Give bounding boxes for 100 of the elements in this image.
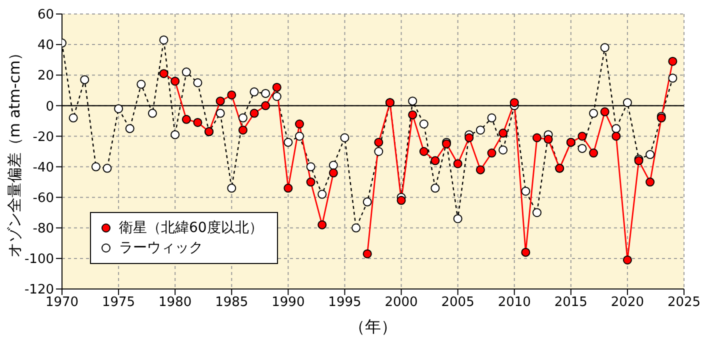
point: [476, 165, 485, 174]
point: [148, 108, 157, 118]
x-tick-label: 2025: [667, 295, 701, 310]
y-tick-label: 60: [37, 8, 54, 23]
point: [600, 43, 610, 52]
point: [362, 249, 372, 258]
point: [668, 74, 678, 83]
point: [374, 147, 384, 156]
point: [646, 178, 655, 187]
point: [182, 68, 191, 77]
point: [294, 132, 304, 141]
point: [646, 150, 655, 160]
point: [272, 92, 282, 101]
point: [498, 128, 508, 138]
point: [261, 101, 270, 110]
y-tick-label: -80: [32, 222, 54, 237]
point: [170, 76, 180, 86]
point: [544, 134, 553, 144]
x-tick-label: 2020: [610, 295, 644, 310]
legend-label: ラーウィック: [119, 239, 203, 258]
y-tick-label: 40: [37, 38, 54, 54]
point: [250, 87, 259, 96]
point: [216, 96, 225, 106]
x-tick-label: 1975: [102, 295, 136, 310]
point: [487, 113, 496, 122]
point: [396, 196, 406, 205]
point: [589, 108, 598, 118]
y-tick-label: -60: [32, 190, 54, 206]
point: [159, 35, 168, 44]
point: [261, 88, 270, 98]
point: [622, 255, 632, 264]
point: [612, 124, 621, 134]
point: [238, 113, 248, 122]
point: [227, 90, 236, 100]
x-tick-label: 2015: [554, 295, 588, 310]
point: [328, 168, 338, 178]
point: [318, 220, 327, 230]
point: [521, 248, 530, 257]
point: [193, 78, 202, 88]
point: [170, 130, 180, 140]
y-tick-label: 0: [46, 99, 54, 114]
point: [306, 162, 316, 172]
point: [250, 108, 259, 118]
point: [668, 56, 678, 66]
point: [589, 148, 598, 158]
point: [294, 120, 304, 128]
point: [408, 110, 418, 120]
point: [532, 133, 542, 142]
point: [284, 138, 293, 147]
point: [464, 133, 474, 142]
point: [453, 214, 462, 224]
point: [510, 98, 519, 108]
point: [362, 197, 372, 206]
point: [419, 147, 428, 156]
point: [430, 184, 440, 193]
x-tick-label: 1990: [272, 295, 305, 310]
x-axis-title: （年）: [349, 317, 397, 336]
point: [430, 156, 440, 166]
y-tick-label: -20: [32, 130, 54, 145]
point: [408, 96, 418, 106]
point: [216, 108, 225, 118]
x-tick-label: 1995: [328, 295, 362, 310]
y-axis-title: オゾン全量偏差（m atm-cm）: [5, 45, 24, 258]
point: [193, 118, 202, 127]
x-tick-label: 1970: [45, 295, 79, 310]
point: [578, 144, 587, 153]
point: [600, 107, 610, 116]
point: [80, 75, 90, 84]
point: [227, 184, 236, 193]
legend-label: 衛星（北緯60度以北）: [119, 219, 263, 238]
x-tick-label: 2000: [384, 295, 418, 310]
point: [68, 113, 78, 122]
point: [498, 145, 508, 154]
point: [352, 223, 361, 232]
x-tick-label: 1985: [215, 295, 248, 310]
point: [136, 80, 146, 89]
y-tick-label: -120: [24, 282, 54, 298]
x-tick-label: 2010: [498, 295, 531, 310]
x-tick-label: 2005: [441, 295, 474, 310]
point: [125, 124, 134, 134]
point: [102, 164, 112, 173]
point: [238, 126, 248, 135]
point: [578, 132, 587, 141]
point: [272, 82, 282, 92]
point: [476, 126, 485, 135]
point: [91, 162, 100, 172]
point: [318, 190, 327, 199]
point: [182, 114, 191, 124]
point: [453, 159, 462, 168]
point: [622, 98, 632, 108]
y-tick-label: -40: [32, 160, 54, 176]
point: [419, 120, 428, 128]
point: [306, 178, 316, 187]
point: [328, 160, 338, 170]
point: [521, 186, 530, 196]
point: [374, 138, 384, 147]
point: [532, 208, 542, 218]
point: [114, 104, 124, 114]
x-tick-label: 1980: [158, 295, 192, 310]
y-tick-label: -100: [24, 252, 54, 268]
